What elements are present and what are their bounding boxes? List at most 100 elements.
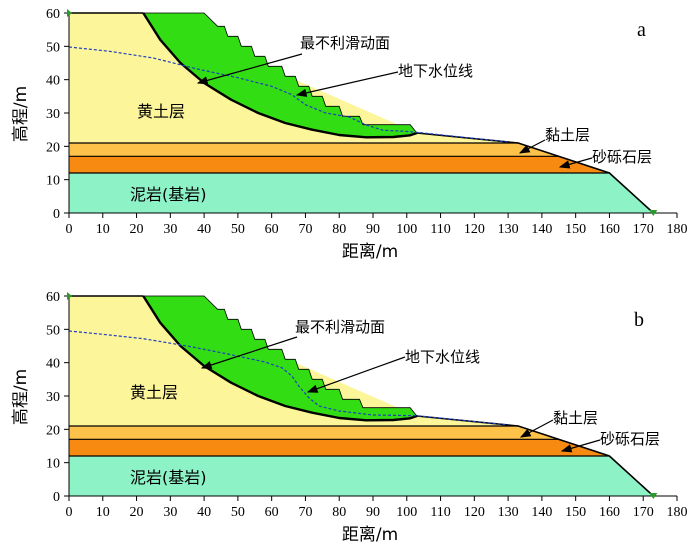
- sliding-mass: [142, 295, 418, 422]
- axis-marker: [67, 292, 72, 300]
- axes: [64, 9, 678, 218]
- gravel-arrow: [558, 157, 593, 169]
- x-tick-label: 100: [396, 222, 417, 237]
- x-axis-title: 距离/m: [342, 525, 398, 544]
- x-tick-label: 40: [197, 505, 211, 520]
- x-tick-label: 50: [231, 222, 245, 237]
- x-tick-label: 170: [633, 505, 654, 520]
- y-tick-label: 0: [53, 490, 60, 505]
- gravel-layer: [69, 439, 610, 456]
- y-tick-label: 50: [46, 40, 60, 55]
- loess-label: 黄土层: [130, 383, 178, 402]
- x-tick-label: 20: [130, 505, 144, 520]
- axes: [64, 292, 678, 501]
- y-tick-label: 30: [46, 390, 60, 405]
- y-tick-label: 10: [46, 174, 60, 189]
- x-tick-label: 110: [430, 222, 450, 237]
- x-tick-label: 60: [265, 505, 279, 520]
- y-tick-labels: 0 10 20 30 40 50 60: [46, 7, 60, 222]
- y-tick-label: 10: [46, 457, 60, 472]
- x-tick-label: 110: [430, 505, 450, 520]
- clay-arrow: [519, 419, 554, 438]
- mudstone-layer: [69, 456, 654, 496]
- x-tick-label: 0: [66, 222, 73, 237]
- x-tick-label: 80: [332, 222, 346, 237]
- slip-surface-line: [142, 295, 418, 422]
- x-tick-label: 150: [565, 505, 586, 520]
- water-table-arrow: [295, 71, 399, 97]
- slip-surface-label: 最不利滑动面: [295, 318, 385, 336]
- x-tick-label: 20: [130, 222, 144, 237]
- x-tick-label: 140: [531, 505, 552, 520]
- x-tick-label: 100: [396, 505, 417, 520]
- x-tick-label: 170: [633, 222, 654, 237]
- gravel-label: 砂砾石层: [600, 430, 660, 448]
- x-tick-label: 160: [599, 505, 620, 520]
- slip-surface-arrow: [200, 336, 298, 370]
- y-tick-label: 60: [46, 7, 60, 22]
- water-table-arrow: [306, 356, 406, 393]
- slip-surface-label: 最不利滑动面: [300, 34, 390, 52]
- x-tick-label: 130: [498, 222, 519, 237]
- panel-a: 0 10 20 30 40 50 60 70 80 90 100 110 120 130 140 150 160…: [11, 7, 688, 262]
- x-tick-label: 180: [667, 222, 688, 237]
- x-tick-label: 80: [332, 505, 346, 520]
- ground-surface: [416, 415, 654, 497]
- y-axis-title: 高程/m: [11, 369, 31, 425]
- y-tick-labels: 0 10 20 30 40 50 60: [46, 290, 60, 505]
- mudstone-label: 泥岩(基岩): [130, 468, 207, 487]
- axis-marker: [649, 493, 658, 499]
- x-axis-title: 距离/m: [342, 242, 398, 262]
- axis-marker: [649, 210, 658, 216]
- gravel-label: 砂砾石层: [592, 148, 652, 166]
- x-tick-label: 30: [163, 222, 177, 237]
- y-tick-label: 20: [46, 140, 60, 155]
- y-tick-label: 40: [46, 74, 60, 89]
- slip-surface-line: [142, 12, 418, 139]
- x-tick-label: 40: [197, 222, 211, 237]
- clay-layer: [69, 426, 559, 440]
- clay-arrow: [518, 139, 546, 154]
- axis-marker: [67, 9, 72, 17]
- y-tick-label: 50: [46, 323, 60, 338]
- mudstone-layer: [69, 173, 654, 213]
- y-tick-label: 20: [46, 423, 60, 438]
- clay-layer: [69, 143, 559, 157]
- x-tick-label: 140: [531, 222, 552, 237]
- x-tick-label: 10: [96, 222, 110, 237]
- mudstone-label: 泥岩(基岩): [130, 185, 207, 204]
- x-tick-label: 90: [366, 222, 380, 237]
- water-table-line: [68, 46, 509, 143]
- x-tick-label: 150: [565, 222, 586, 237]
- gravel-layer: [69, 156, 610, 173]
- x-tick-label: 120: [464, 222, 485, 237]
- x-tick-label: 70: [298, 222, 312, 237]
- clay-label: 黏土层: [545, 126, 590, 144]
- water-table-label: 地下水位线: [405, 348, 480, 366]
- y-tick-label: 0: [53, 207, 60, 222]
- x-tick-label: 30: [163, 505, 177, 520]
- x-tick-label: 60: [265, 222, 279, 237]
- y-axis-title: 高程/m: [11, 86, 31, 142]
- y-tick-label: 40: [46, 357, 60, 372]
- sliding-mass: [142, 12, 418, 139]
- x-tick-label: 180: [667, 505, 688, 520]
- water-table-path: [68, 46, 509, 143]
- panel-b: 0 10 20 30 40 50 60 70 80 90 100 110 120 130 140 150 160…: [11, 290, 688, 544]
- loess-label: 黄土层: [137, 102, 185, 121]
- x-tick-labels: 0 10 20 30 40 50 60 70 80 90 100 110 120 130 140 150 160…: [66, 505, 688, 520]
- x-tick-label: 0: [66, 505, 73, 520]
- slip-surface-arrow: [196, 53, 303, 85]
- x-tick-label: 50: [231, 505, 245, 520]
- x-tick-label: 70: [298, 505, 312, 520]
- y-tick-label: 60: [46, 290, 60, 305]
- x-tick-label: 10: [96, 505, 110, 520]
- x-tick-labels: 0 10 20 30 40 50 60 70 80 90 100 110 120 130 140 150 160…: [66, 222, 688, 237]
- x-tick-label: 120: [464, 505, 485, 520]
- y-tick-label: 30: [46, 107, 60, 122]
- x-tick-label: 160: [599, 222, 620, 237]
- panel-letter: a: [637, 19, 646, 41]
- panel-letter: b: [634, 309, 644, 331]
- x-tick-label: 90: [366, 505, 380, 520]
